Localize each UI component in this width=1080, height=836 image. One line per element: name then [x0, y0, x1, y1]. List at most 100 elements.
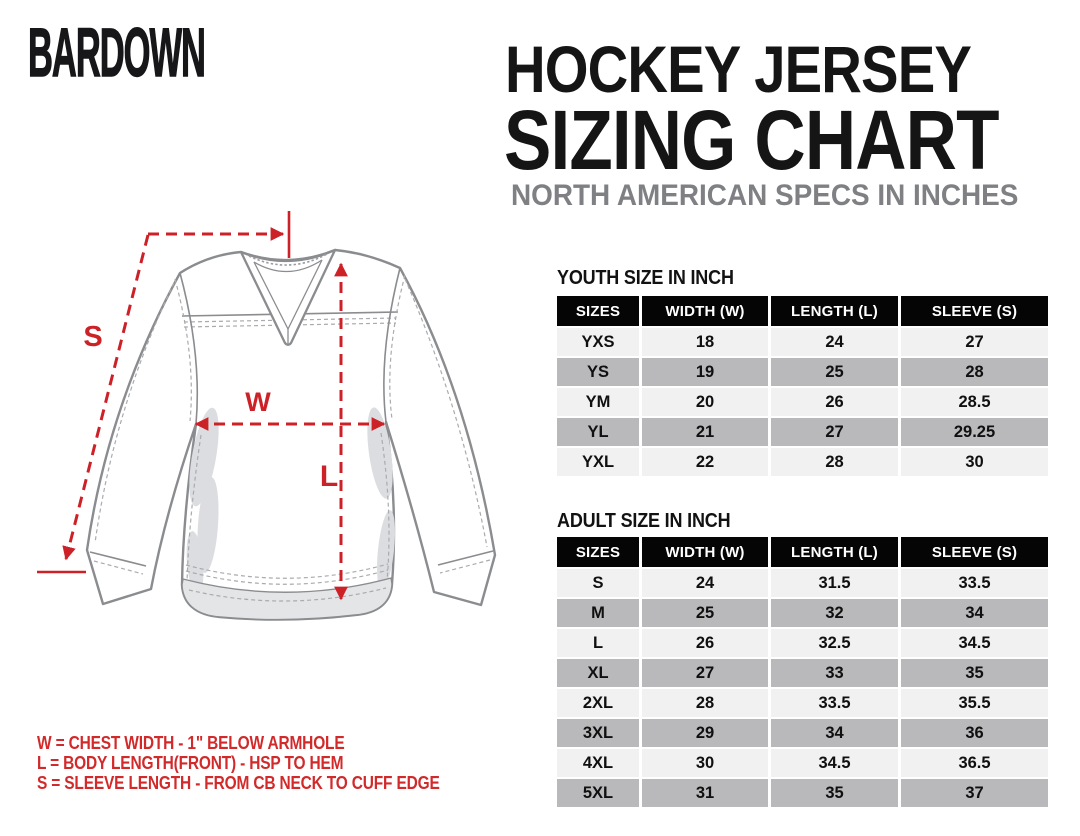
youth-size-table: SIZES WIDTH (W) LENGTH (L) SLEEVE (S) YX…	[554, 294, 1051, 478]
youth-row-YXS: YXS 18 24 27	[557, 328, 1048, 356]
size-cell: L	[557, 629, 639, 657]
size-cell: YM	[557, 388, 639, 416]
value-cell: 28	[771, 448, 898, 476]
size-cell: YXS	[557, 328, 639, 356]
size-cell: YS	[557, 358, 639, 386]
value-cell: 32.5	[771, 629, 898, 657]
col-header-sleeve: SLEEVE (S)	[901, 537, 1048, 567]
size-cell: YL	[557, 418, 639, 446]
value-cell: 35	[901, 659, 1048, 687]
width-measure-label: W	[245, 387, 271, 417]
page-subtitle: NORTH AMERICAN SPECS IN INCHES	[511, 179, 1019, 212]
value-cell: 36	[901, 719, 1048, 747]
size-cell: S	[557, 569, 639, 597]
value-cell: 37	[901, 779, 1048, 807]
adult-row-3XL: 3XL 29 34 36	[557, 719, 1048, 747]
legend-line-sleeve: S = SLEEVE LENGTH - FROM CB NECK TO CUFF…	[37, 773, 440, 793]
adult-table-title: ADULT SIZE IN INCH	[557, 510, 731, 532]
col-header-width: WIDTH (W)	[642, 296, 768, 326]
value-cell: 25	[771, 358, 898, 386]
measurement-legend: W = CHEST WIDTH - 1" BELOW ARMHOLE L = B…	[37, 733, 440, 793]
value-cell: 33.5	[771, 689, 898, 717]
value-cell: 27	[642, 659, 768, 687]
adult-row-S: S 24 31.5 33.5	[557, 569, 1048, 597]
size-cell: XL	[557, 659, 639, 687]
adult-row-M: M 25 32 34	[557, 599, 1048, 627]
brand-logo: BARDOWN	[28, 14, 207, 91]
adult-row-5XL: 5XL 31 35 37	[557, 779, 1048, 807]
value-cell: 31.5	[771, 569, 898, 597]
size-cell: YXL	[557, 448, 639, 476]
size-cell: 3XL	[557, 719, 639, 747]
page-title-line2: SIZING CHART	[504, 93, 999, 187]
value-cell: 18	[642, 328, 768, 356]
value-cell: 35	[771, 779, 898, 807]
col-header-length: LENGTH (L)	[771, 296, 898, 326]
value-cell: 31	[642, 779, 768, 807]
size-cell: 5XL	[557, 779, 639, 807]
value-cell: 29	[642, 719, 768, 747]
adult-header-row: SIZES WIDTH (W) LENGTH (L) SLEEVE (S)	[557, 537, 1048, 567]
size-cell: 4XL	[557, 749, 639, 777]
value-cell: 30	[901, 448, 1048, 476]
youth-row-YXL: YXL 22 28 30	[557, 448, 1048, 476]
col-header-sizes: SIZES	[557, 296, 639, 326]
adult-row-4XL: 4XL 30 34.5 36.5	[557, 749, 1048, 777]
collar	[239, 248, 337, 346]
value-cell: 21	[642, 418, 768, 446]
value-cell: 24	[771, 328, 898, 356]
value-cell: 28.5	[901, 388, 1048, 416]
value-cell: 26	[642, 629, 768, 657]
value-cell: 36.5	[901, 749, 1048, 777]
youth-row-YM: YM 20 26 28.5	[557, 388, 1048, 416]
shading-left-bottom	[186, 531, 204, 595]
value-cell: 35.5	[901, 689, 1048, 717]
value-cell: 34	[901, 599, 1048, 627]
col-header-sizes: SIZES	[557, 537, 639, 567]
length-measurement: L	[320, 262, 348, 601]
adult-row-XL: XL 27 33 35	[557, 659, 1048, 687]
value-cell: 34	[771, 719, 898, 747]
size-cell: 2XL	[557, 689, 639, 717]
size-cell: M	[557, 599, 639, 627]
value-cell: 19	[642, 358, 768, 386]
shading-right-bottom	[377, 510, 395, 590]
value-cell: 25	[642, 599, 768, 627]
value-cell: 26	[771, 388, 898, 416]
youth-header-row: SIZES WIDTH (W) LENGTH (L) SLEEVE (S)	[557, 296, 1048, 326]
col-header-sleeve: SLEEVE (S)	[901, 296, 1048, 326]
col-header-length: LENGTH (L)	[771, 537, 898, 567]
youth-row-YL: YL 21 27 29.25	[557, 418, 1048, 446]
value-cell: 33.5	[901, 569, 1048, 597]
shading-left-armpit	[189, 407, 219, 507]
jersey-artwork	[85, 248, 497, 621]
value-cell: 34.5	[901, 629, 1048, 657]
youth-table-title: YOUTH SIZE IN INCH	[557, 267, 734, 289]
sleeve-measurement: S	[37, 211, 291, 574]
sleeve-measure-label: S	[83, 321, 102, 353]
value-cell: 30	[642, 749, 768, 777]
value-cell: 20	[642, 388, 768, 416]
value-cell: 27	[771, 418, 898, 446]
adult-row-L: L 26 32.5 34.5	[557, 629, 1048, 657]
value-cell: 24	[642, 569, 768, 597]
value-cell: 32	[771, 599, 898, 627]
value-cell: 33	[771, 659, 898, 687]
width-measurement: W	[194, 387, 386, 431]
page-title-line1: HOCKEY JERSEY	[505, 32, 972, 106]
value-cell: 27	[901, 328, 1048, 356]
adult-row-2XL: 2XL 28 33.5 35.5	[557, 689, 1048, 717]
legend-line-length: L = BODY LENGTH(FRONT) - HSP TO HEM	[37, 753, 344, 773]
value-cell: 22	[642, 448, 768, 476]
legend-line-width: W = CHEST WIDTH - 1" BELOW ARMHOLE	[37, 733, 345, 753]
hem-band	[181, 577, 393, 621]
jersey-diagram: S W L	[37, 211, 497, 621]
value-cell: 28	[901, 358, 1048, 386]
col-header-width: WIDTH (W)	[642, 537, 768, 567]
shading-left-body	[197, 477, 219, 573]
value-cell: 29.25	[901, 418, 1048, 446]
length-measure-label: L	[320, 460, 338, 493]
value-cell: 28	[642, 689, 768, 717]
